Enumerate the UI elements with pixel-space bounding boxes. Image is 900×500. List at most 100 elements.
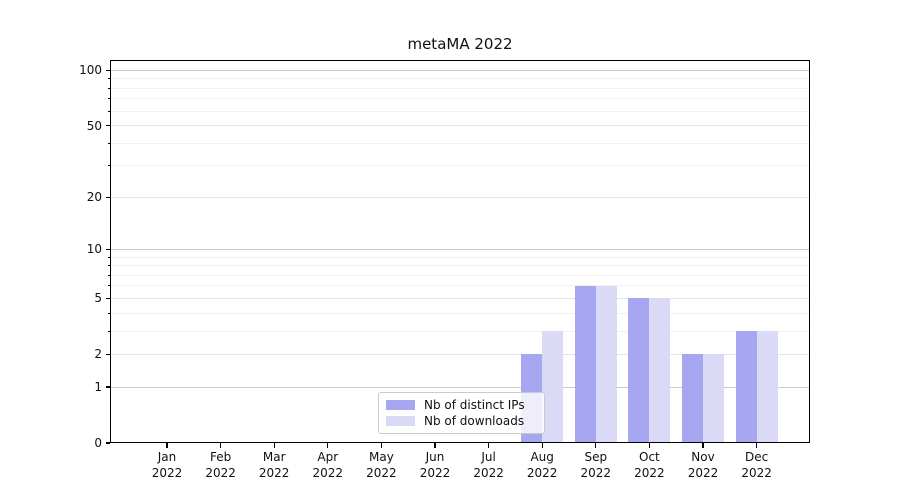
- gridline-minor: [111, 285, 809, 287]
- y-tick-label: 0: [94, 436, 102, 450]
- plot-area: [110, 60, 810, 443]
- y-tick-label: 100: [79, 63, 102, 78]
- x-tick-month: Dec: [744, 450, 769, 464]
- y-minor-tick-mark: [107, 312, 110, 314]
- bar-downloads: [756, 331, 778, 443]
- x-tick-label: Jun 2022: [403, 449, 467, 481]
- y-minor-tick-mark: [107, 285, 110, 287]
- x-tick-year: 2022: [634, 466, 665, 480]
- y-minor-tick-mark: [107, 98, 110, 100]
- y-tick-label: 10: [86, 242, 102, 257]
- x-tick-year: 2022: [258, 466, 290, 480]
- y-minor-tick-mark: [107, 330, 110, 332]
- x-tick-mark: [273, 443, 275, 448]
- x-tick-month: Aug: [530, 450, 554, 464]
- x-tick-year: 2022: [473, 466, 504, 480]
- bar-distinct-ips: [735, 331, 757, 443]
- bar-downloads: [595, 285, 617, 443]
- y-tick-mark: [105, 386, 110, 388]
- gridline-minor: [111, 165, 809, 167]
- x-tick-mark: [220, 443, 222, 448]
- legend-label-downloads: Nb of downloads: [424, 414, 525, 428]
- y-tick-mark: [105, 196, 110, 198]
- x-tick-month: Mar: [262, 450, 286, 464]
- x-tick-mark: [648, 443, 651, 448]
- x-tick-mark: [327, 443, 329, 448]
- y-minor-tick-mark: [107, 87, 110, 89]
- x-tick-month: Jul: [481, 450, 496, 464]
- x-tick-year: 2022: [151, 466, 183, 480]
- y-minor-tick-mark: [107, 110, 110, 112]
- gridline-minor: [111, 87, 809, 89]
- gridline: [111, 297, 809, 299]
- gridline-minor: [111, 330, 809, 332]
- x-tick-label: Mar 2022: [242, 449, 306, 481]
- y-tick-mark: [105, 353, 110, 355]
- bar-downloads: [649, 298, 671, 443]
- x-tick-mark: [541, 443, 543, 448]
- gridline: [111, 125, 809, 127]
- x-tick-month: Sep: [584, 450, 608, 464]
- legend-entry-downloads: Nb of downloads: [386, 414, 537, 428]
- x-tick-year: 2022: [419, 466, 451, 480]
- x-tick-label: Apr 2022: [296, 449, 360, 481]
- x-tick-label: Nov 2022: [671, 449, 735, 481]
- x-tick-label: Dec 2022: [725, 449, 789, 481]
- legend-entry-distinct-ips: Nb of distinct IPs: [386, 398, 537, 412]
- bar-distinct-ips: [628, 298, 650, 443]
- y-tick-mark: [105, 442, 110, 444]
- gridline-minor: [111, 256, 809, 258]
- y-minor-tick-mark: [107, 165, 110, 167]
- y-tick-label: 1: [94, 380, 102, 395]
- x-tick-label: Feb 2022: [189, 449, 253, 481]
- x-tick-mark: [380, 443, 383, 448]
- x-tick-year: 2022: [312, 466, 344, 480]
- x-tick-mark: [756, 443, 758, 448]
- gridline-major: [111, 248, 809, 250]
- y-tick-mark: [105, 297, 110, 299]
- bar-distinct-ips: [682, 354, 703, 443]
- gridline-minor: [111, 110, 809, 112]
- y-minor-tick-mark: [107, 256, 110, 258]
- legend-swatch-downloads: [386, 416, 415, 426]
- x-tick-year: 2022: [687, 466, 719, 480]
- y-minor-tick-mark: [107, 78, 110, 80]
- x-tick-year: 2022: [580, 466, 612, 480]
- y-minor-tick-mark: [107, 142, 110, 144]
- gridline: [111, 196, 809, 198]
- x-tick-month: May: [368, 450, 394, 464]
- y-minor-tick-mark: [107, 274, 110, 276]
- gridline-minor: [111, 274, 809, 276]
- x-tick-month: Jan: [157, 450, 177, 464]
- x-tick-mark: [434, 443, 436, 448]
- y-tick-mark: [105, 124, 110, 127]
- x-tick-label: May 2022: [349, 449, 413, 481]
- x-tick-mark: [166, 443, 168, 448]
- x-tick-label: Jul 2022: [457, 449, 521, 481]
- gridline: [111, 353, 809, 355]
- x-tick-year: 2022: [366, 466, 397, 480]
- x-tick-month: Apr: [317, 450, 339, 464]
- x-tick-year: 2022: [205, 466, 236, 480]
- x-tick-year: 2022: [526, 466, 558, 480]
- y-tick-label: 20: [86, 190, 102, 205]
- x-tick-mark: [595, 443, 597, 448]
- x-tick-mark: [702, 443, 704, 448]
- legend: Nb of distinct IPs Nb of downloads: [378, 392, 545, 434]
- gridline-minor: [111, 98, 809, 100]
- x-tick-label: Sep 2022: [564, 449, 628, 481]
- legend-swatch-distinct-ips: [386, 400, 415, 410]
- x-tick-month: Feb: [209, 450, 232, 464]
- x-tick-month: Nov: [691, 450, 715, 464]
- x-tick-label: Jan 2022: [135, 449, 199, 481]
- legend-label-distinct-ips: Nb of distinct IPs: [424, 398, 525, 412]
- gridline-minor: [111, 78, 809, 80]
- y-tick-mark: [105, 248, 110, 251]
- gridline-major: [111, 69, 809, 71]
- gridline-minor: [111, 265, 809, 267]
- gridline-minor: [111, 312, 809, 314]
- x-tick-label: Oct 2022: [617, 449, 681, 481]
- y-tick-label: 50: [86, 118, 102, 133]
- x-tick-label: Aug 2022: [510, 449, 574, 481]
